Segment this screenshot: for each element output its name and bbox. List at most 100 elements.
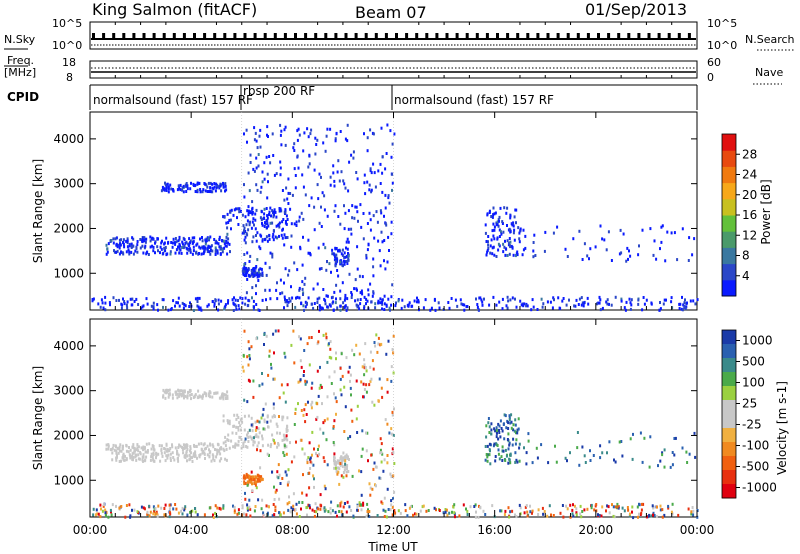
scatter-cell	[379, 477, 382, 480]
scatter-cell	[213, 238, 216, 241]
scatter-cell	[318, 308, 321, 312]
scatter-cell	[319, 427, 322, 431]
scatter-cell	[307, 165, 310, 169]
scatter-cell	[250, 477, 253, 481]
scatter-cell	[670, 296, 673, 300]
scatter-cell	[251, 240, 254, 244]
scatter-cell	[206, 304, 209, 308]
scatter-cell	[322, 242, 325, 246]
scatter-cell	[132, 458, 134, 462]
scatter-cell	[377, 301, 380, 305]
scatter-cell	[388, 201, 391, 205]
scatter-cell	[656, 505, 658, 509]
scatter-cell	[319, 365, 321, 369]
scatter-cell	[489, 251, 492, 255]
scatter-cell	[581, 301, 584, 305]
scatter-cell	[373, 236, 376, 240]
scatter-cell	[350, 232, 353, 236]
scatter-cell	[142, 455, 145, 459]
scatter-cell	[340, 170, 343, 174]
scatter-cell	[232, 445, 235, 449]
scatter-cell	[286, 383, 289, 387]
colorbar-segment	[722, 166, 736, 184]
scatter-cell	[337, 274, 340, 278]
scatter-cell	[324, 302, 327, 306]
scatter-cell	[358, 469, 360, 473]
scatter-cell	[273, 208, 276, 212]
scatter-cell	[320, 175, 322, 179]
scatter-cell	[283, 436, 286, 440]
scatter-cell	[192, 245, 195, 249]
scatter-cell	[495, 223, 498, 227]
scatter-cell	[316, 183, 319, 187]
scatter-cell	[222, 397, 225, 401]
scatter-cell	[116, 245, 119, 249]
scatter-cell	[280, 233, 283, 237]
scatter-cell	[303, 308, 305, 312]
scatter-cell	[216, 183, 219, 187]
scatter-cell	[343, 430, 346, 433]
scatter-cell	[302, 413, 305, 417]
scatter-cell	[601, 505, 604, 509]
scatter-cell	[255, 234, 257, 237]
scatter-cell	[190, 397, 192, 401]
scatter-cell	[279, 166, 282, 170]
scatter-cell	[433, 506, 436, 510]
scatter-cell	[231, 298, 234, 302]
scatter-cell	[543, 510, 546, 513]
scatter-cell	[350, 408, 353, 412]
scatter-cell	[282, 227, 284, 231]
scatter-cell	[113, 448, 116, 452]
scatter-cell	[169, 308, 172, 312]
scatter-cell	[308, 162, 311, 166]
scatter-cell	[104, 308, 107, 312]
scatter-cell	[409, 505, 412, 509]
scatter-cell	[381, 190, 384, 194]
scatter-cell	[169, 250, 172, 254]
scatter-cell	[342, 471, 345, 474]
scatter-cell	[346, 262, 349, 265]
scatter-cell	[614, 295, 617, 299]
scatter-cell	[384, 509, 387, 513]
scatter-cell	[121, 446, 124, 450]
scatter-cell	[198, 296, 201, 300]
scatter-cell	[191, 460, 194, 463]
scatter-cell	[256, 146, 259, 150]
scatter-cell	[131, 236, 134, 240]
scatter-cell	[509, 461, 512, 465]
scatter-cell	[156, 237, 159, 241]
scatter-cell	[246, 506, 249, 510]
scatter-cell	[219, 184, 222, 188]
scatter-cell	[253, 477, 256, 481]
scatter-cell	[136, 443, 139, 447]
scatter-cell	[516, 253, 519, 257]
scatter-cell	[227, 439, 230, 442]
scatter-cell	[486, 250, 489, 254]
scatter-cell	[257, 427, 260, 431]
scatter-cell	[573, 304, 576, 308]
scatter-cell	[198, 394, 201, 398]
scatter-cell	[485, 424, 488, 428]
scatter-cell	[354, 299, 357, 303]
scatter-cell	[253, 126, 256, 130]
scatter-cell	[484, 223, 487, 227]
scatter-cell	[316, 454, 319, 458]
scatter-cell	[502, 250, 505, 254]
scatter-cell	[518, 442, 521, 446]
scatter-cell	[199, 306, 202, 310]
scatter-cell	[285, 186, 288, 190]
scatter-cell	[171, 443, 173, 447]
scatter-cell	[164, 459, 167, 463]
scatter-cell	[286, 236, 289, 239]
scatter-cell	[333, 456, 336, 460]
scatter-cell	[379, 448, 382, 452]
scatter-cell	[159, 459, 162, 463]
scatter-cell	[514, 254, 517, 258]
scatter-cell	[249, 507, 252, 511]
scatter-cell	[324, 487, 327, 491]
scatter-cell	[586, 507, 589, 511]
scatter-cell	[112, 296, 115, 300]
scatter-cell	[333, 209, 336, 213]
scatter-cell	[670, 231, 673, 235]
